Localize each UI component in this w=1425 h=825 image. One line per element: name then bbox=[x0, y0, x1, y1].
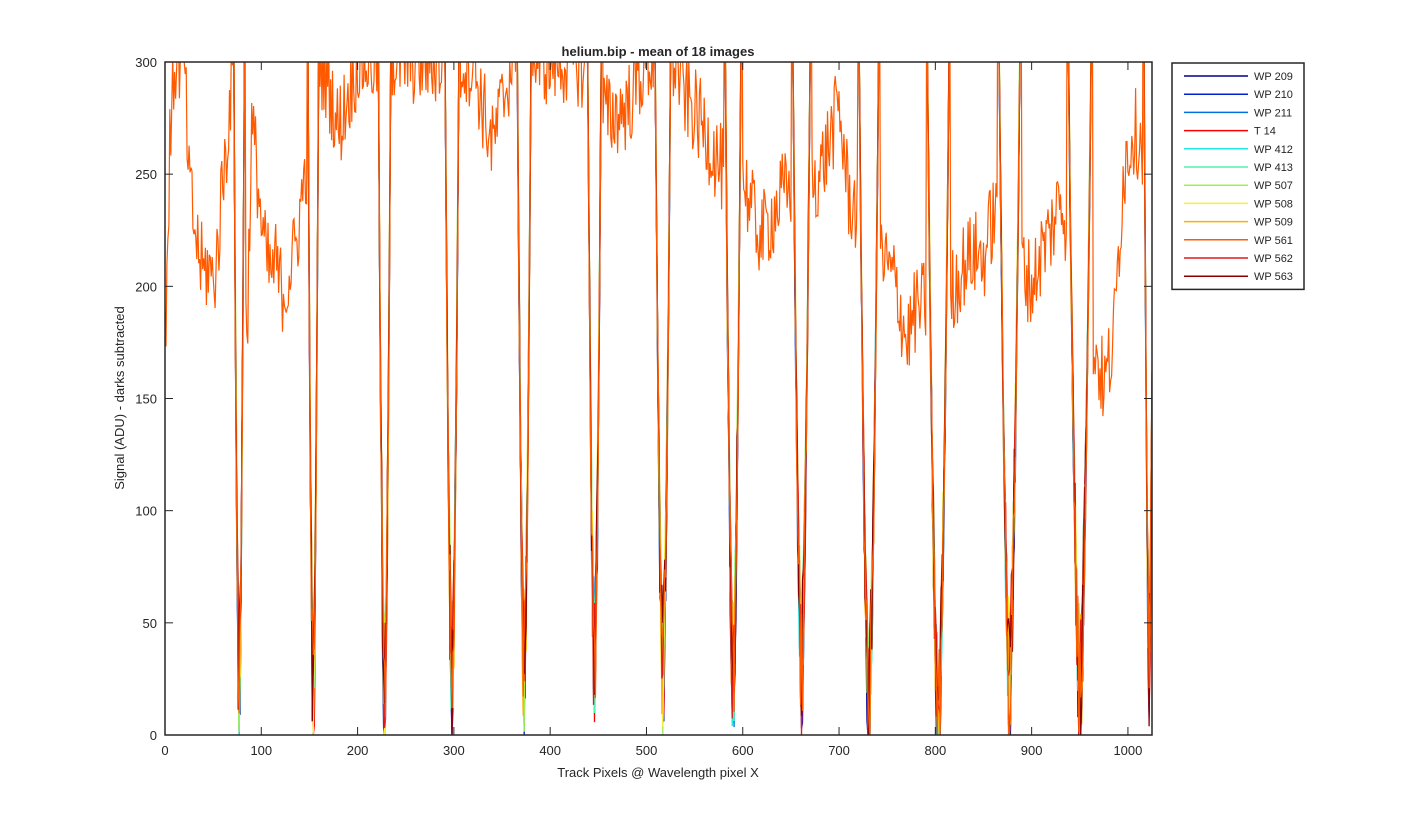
legend-entry-label: WP 508 bbox=[1254, 198, 1293, 210]
x-axis-label: Track Pixels @ Wavelength pixel X bbox=[557, 765, 759, 780]
y-tick-label: 300 bbox=[135, 55, 157, 70]
x-tick-label: 800 bbox=[924, 743, 946, 758]
legend-box bbox=[1171, 62, 1305, 291]
legend-entry-label: T 14 bbox=[1254, 126, 1276, 138]
legend-entry-label: WP 563 bbox=[1254, 271, 1293, 283]
x-tick-label: 600 bbox=[732, 743, 754, 758]
y-axis-label: Signal (ADU) - darks subtracted bbox=[112, 306, 127, 490]
legend-entry-label: WP 507 bbox=[1254, 180, 1293, 192]
y-tick-label: 50 bbox=[143, 616, 157, 631]
x-tick-label: 0 bbox=[161, 743, 168, 758]
legend-entry-label: WP 412 bbox=[1254, 144, 1293, 156]
x-tick-label: 200 bbox=[347, 743, 369, 758]
x-tick-label: 700 bbox=[828, 743, 850, 758]
legend: WP 209 WP 210 WP 211 T 14 WP 412 WP 413 WP 507… bbox=[1171, 62, 1305, 291]
x-tick-label: 1000 bbox=[1113, 743, 1142, 758]
legend-entry-label: WP 509 bbox=[1254, 217, 1293, 229]
y-tick-label: 200 bbox=[135, 279, 157, 294]
y-tick-label: 0 bbox=[150, 728, 157, 743]
chart-title: helium.bip - mean of 18 images bbox=[562, 44, 755, 59]
x-tick-label: 300 bbox=[443, 743, 465, 758]
legend-entry-label: WP 562 bbox=[1254, 253, 1293, 265]
legend-entry-label: WP 209 bbox=[1254, 71, 1293, 83]
x-tick-label: 500 bbox=[636, 743, 658, 758]
y-tick-label: 100 bbox=[135, 504, 157, 519]
legend-entry-label: WP 561 bbox=[1254, 235, 1293, 247]
legend-entry-label: WP 413 bbox=[1254, 162, 1293, 174]
x-tick-label: 100 bbox=[250, 743, 272, 758]
y-tick-label: 250 bbox=[135, 167, 157, 182]
series-line-wp-561 bbox=[165, 62, 1152, 735]
y-tick-label: 150 bbox=[135, 392, 157, 407]
legend-entry-label: WP 210 bbox=[1254, 89, 1293, 101]
x-tick-label: 400 bbox=[539, 743, 561, 758]
legend-entry-label: WP 211 bbox=[1254, 107, 1292, 119]
x-tick-label: 900 bbox=[1021, 743, 1043, 758]
